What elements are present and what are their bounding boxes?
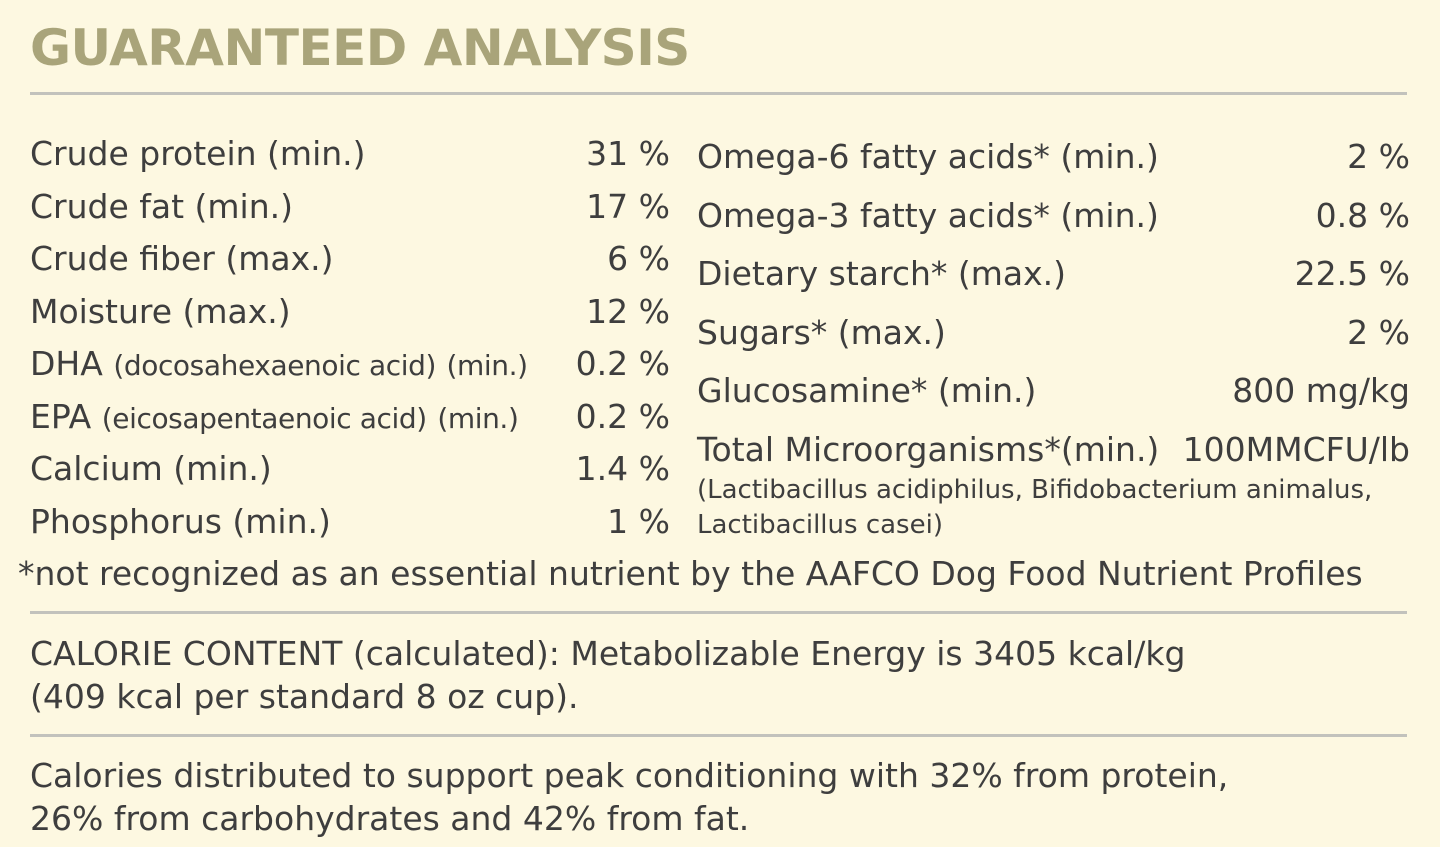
nutrient-label: DHA <box>30 344 103 383</box>
nutrient-value: 100MMCFU/lb <box>1182 429 1410 469</box>
nutrient-value: 12 % <box>586 291 670 331</box>
nutrient-label: Moisture (max.) <box>30 291 291 331</box>
nutrient-row: Total Microorganisms*(min.) 100MMCFU/lb <box>697 421 1410 480</box>
nutrient-value: 0.2 % <box>575 344 670 383</box>
microorganisms-note-line: Lactibacillus casei) <box>697 510 943 540</box>
nutrient-row: Glucosamine* (min.) 800 mg/kg <box>697 362 1410 421</box>
nutrient-label: Dietary starch* (max.) <box>697 254 1067 293</box>
nutrient-row: Omega-3 fatty acids* (min.) 0.8 % <box>697 187 1410 246</box>
section-divider <box>30 611 1407 614</box>
nutrient-row: Crude fiber (max.) 6 % <box>30 233 670 286</box>
nutrient-label: Omega-6 fatty acids* (min.) <box>697 137 1159 176</box>
nutrient-row: Crude fat (min.) 17 % <box>30 181 670 234</box>
nutrient-row: EPA (eicosapentaenoic acid) (min.) 0.2 % <box>30 391 670 444</box>
nutrient-value: 22.5 % <box>1294 254 1410 293</box>
nutrient-value: 1.4 % <box>575 449 670 488</box>
calorie-distribution: Calories distributed to support peak con… <box>30 754 1410 840</box>
nutrient-label-group: DHA (docosahexaenoic acid) (min.) <box>30 338 528 393</box>
nutrient-table-right: Omega-6 fatty acids* (min.) 2 % Omega-3 … <box>697 128 1410 543</box>
nutrient-value: 0.8 % <box>1315 195 1410 235</box>
calorie-distribution-line: Calories distributed to support peak con… <box>30 756 1229 795</box>
nutrient-row: Omega-6 fatty acids* (min.) 2 % <box>697 128 1410 187</box>
section-divider <box>30 734 1407 737</box>
page-title: GUARANTEED ANALYSIS <box>30 19 690 77</box>
nutrient-detail: (docosahexaenoic acid) <box>113 349 437 382</box>
microorganisms-note: (Lactibacillus acidiphilus, Bifidobacter… <box>697 473 1410 543</box>
nutrient-label: Calcium (min.) <box>30 449 272 488</box>
calorie-content-line: (409 kcal per standard 8 oz cup). <box>30 677 579 716</box>
nutrient-row: Calcium (min.) 1.4 % <box>30 443 670 496</box>
nutrient-value: 6 % <box>607 239 670 278</box>
nutrient-value: 1 % <box>607 501 670 541</box>
nutrient-row: Moisture (max.) 12 % <box>30 286 670 339</box>
nutrient-row: Phosphorus (min.) 1 % <box>30 496 670 549</box>
nutrient-detail: (eicosapentaenoic acid) <box>101 401 427 435</box>
nutrient-qualifier: (min.) <box>446 349 529 382</box>
nutrient-label: Phosphorus (min.) <box>30 501 331 541</box>
aafco-footnote: *not recognized as an essential nutrient… <box>18 554 1363 593</box>
nutrient-label: Glucosamine* (min.) <box>697 371 1037 410</box>
calorie-content-line: CALORIE CONTENT (calculated): Metaboliza… <box>30 634 1186 673</box>
nutrient-label: Crude fat (min.) <box>30 186 294 226</box>
title-divider <box>30 92 1407 95</box>
nutrient-label: Sugars* (max.) <box>697 312 946 352</box>
nutrient-row: Dietary starch* (max.) 22.5 % <box>697 245 1410 304</box>
nutrient-label: EPA <box>30 396 92 436</box>
nutrient-table-left: Crude protein (min.) 31 % Crude fat (min… <box>30 128 670 548</box>
nutrient-label: Total Microorganisms*(min.) <box>697 429 1160 469</box>
nutrient-label-group: EPA (eicosapentaenoic acid) (min.) <box>30 391 519 446</box>
nutrient-qualifier: (min.) <box>437 401 519 435</box>
nutrient-row: Crude protein (min.) 31 % <box>30 128 670 181</box>
nutrient-label: Omega-3 fatty acids* (min.) <box>697 195 1159 235</box>
microorganisms-note-line: (Lactibacillus acidiphilus, Bifidobacter… <box>697 475 1373 505</box>
nutrient-value: 800 mg/kg <box>1232 371 1410 410</box>
nutrient-value: 2 % <box>1347 312 1410 352</box>
nutrient-label: Crude protein (min.) <box>30 134 366 173</box>
nutrient-value: 31 % <box>586 134 670 173</box>
calorie-distribution-line: 26% from carbohydrates and 42% from fat. <box>30 799 750 838</box>
nutrient-value: 2 % <box>1347 137 1410 176</box>
nutrient-row: DHA (docosahexaenoic acid) (min.) 0.2 % <box>30 338 670 391</box>
nutrient-value: 17 % <box>586 186 670 226</box>
nutrient-value: 0.2 % <box>575 396 670 436</box>
nutrient-label: Crude fiber (max.) <box>30 239 334 278</box>
calorie-content: CALORIE CONTENT (calculated): Metaboliza… <box>30 632 1410 718</box>
nutrient-row: Sugars* (max.) 2 % <box>697 304 1410 363</box>
